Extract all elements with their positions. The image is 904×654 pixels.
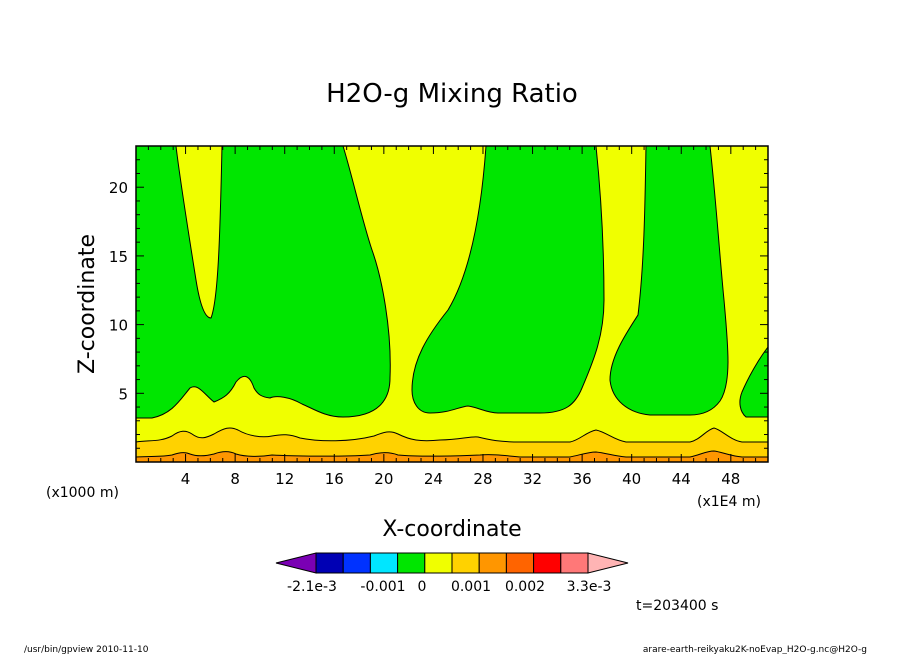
x-axis-label: X-coordinate — [382, 517, 521, 542]
colorbar-cell — [315, 552, 344, 574]
orange-band — [135, 450, 769, 463]
x-unit-left: (x1000 m) — [46, 485, 119, 501]
colorbar-cell — [560, 552, 589, 574]
y-tick-labels: 5 10 15 20 — [109, 179, 128, 403]
footer-left: /usr/bin/gpview 2010-11-10 — [24, 645, 149, 654]
x-tick-label: 12 — [275, 470, 294, 488]
colorbar-cell — [369, 552, 399, 574]
x-tick-label: 32 — [523, 470, 542, 488]
footer-right: arare-earth-reikyaku2K-noEvap_H2O-g.nc@H… — [643, 645, 867, 654]
colorbar-label: 0 — [418, 579, 427, 595]
colorbar-label: 0.001 — [451, 579, 491, 595]
y-tick-label: 10 — [109, 317, 128, 335]
colorbar-cell — [533, 552, 562, 574]
y-tick-label: 20 — [109, 179, 128, 197]
plot-frame — [135, 145, 769, 463]
time-label: t=203400 s — [636, 598, 718, 614]
x-unit-right: (x1E4 m) — [697, 494, 761, 510]
x-tick-label: 24 — [424, 470, 443, 488]
x-tick-label: 20 — [374, 470, 393, 488]
colorbar-cell — [424, 552, 453, 574]
green-region-2 — [411, 145, 605, 414]
x-tick-label: 36 — [573, 470, 592, 488]
colorbar-cell — [451, 552, 480, 574]
green-region-3 — [609, 145, 729, 416]
chart-title: H2O-g Mixing Ratio — [326, 79, 578, 109]
colorbar — [275, 552, 629, 574]
colorbar-label: 3.3e-3 — [567, 579, 612, 595]
x-tick-label: 4 — [181, 470, 191, 488]
gold-band — [135, 427, 769, 463]
colorbar-triangle-low — [275, 552, 317, 574]
y-tick-label: 5 — [118, 385, 128, 403]
y-tick-label: 15 — [109, 248, 128, 266]
x-tick-label: 40 — [622, 470, 641, 488]
colorbar-label: 0.002 — [505, 579, 545, 595]
x-tick-label: 16 — [325, 470, 344, 488]
colorbar-cell — [478, 552, 507, 574]
x-tick-labels: 4 8 12 16 20 24 28 32 36 40 44 48 — [181, 470, 741, 488]
green-region-4 — [739, 345, 769, 418]
x-tick-label: 44 — [672, 470, 691, 488]
colorbar-cell — [505, 552, 535, 574]
colorbar-label: -2.1e-3 — [287, 579, 337, 595]
colorbar-label: -0.001 — [360, 579, 405, 595]
colorbar-labels: -2.1e-3 -0.001 0 0.001 0.002 3.3e-3 — [287, 579, 611, 595]
y-axis-label: Z-coordinate — [75, 234, 100, 374]
x-tick-label: 48 — [721, 470, 740, 488]
colorbar-cell — [342, 552, 371, 574]
plot-area — [135, 145, 769, 463]
green-region-1 — [135, 145, 391, 419]
x-tick-label: 28 — [473, 470, 492, 488]
colorbar-triangle-high — [587, 552, 629, 574]
colorbar-cell — [397, 552, 426, 574]
x-tick-label: 8 — [230, 470, 240, 488]
